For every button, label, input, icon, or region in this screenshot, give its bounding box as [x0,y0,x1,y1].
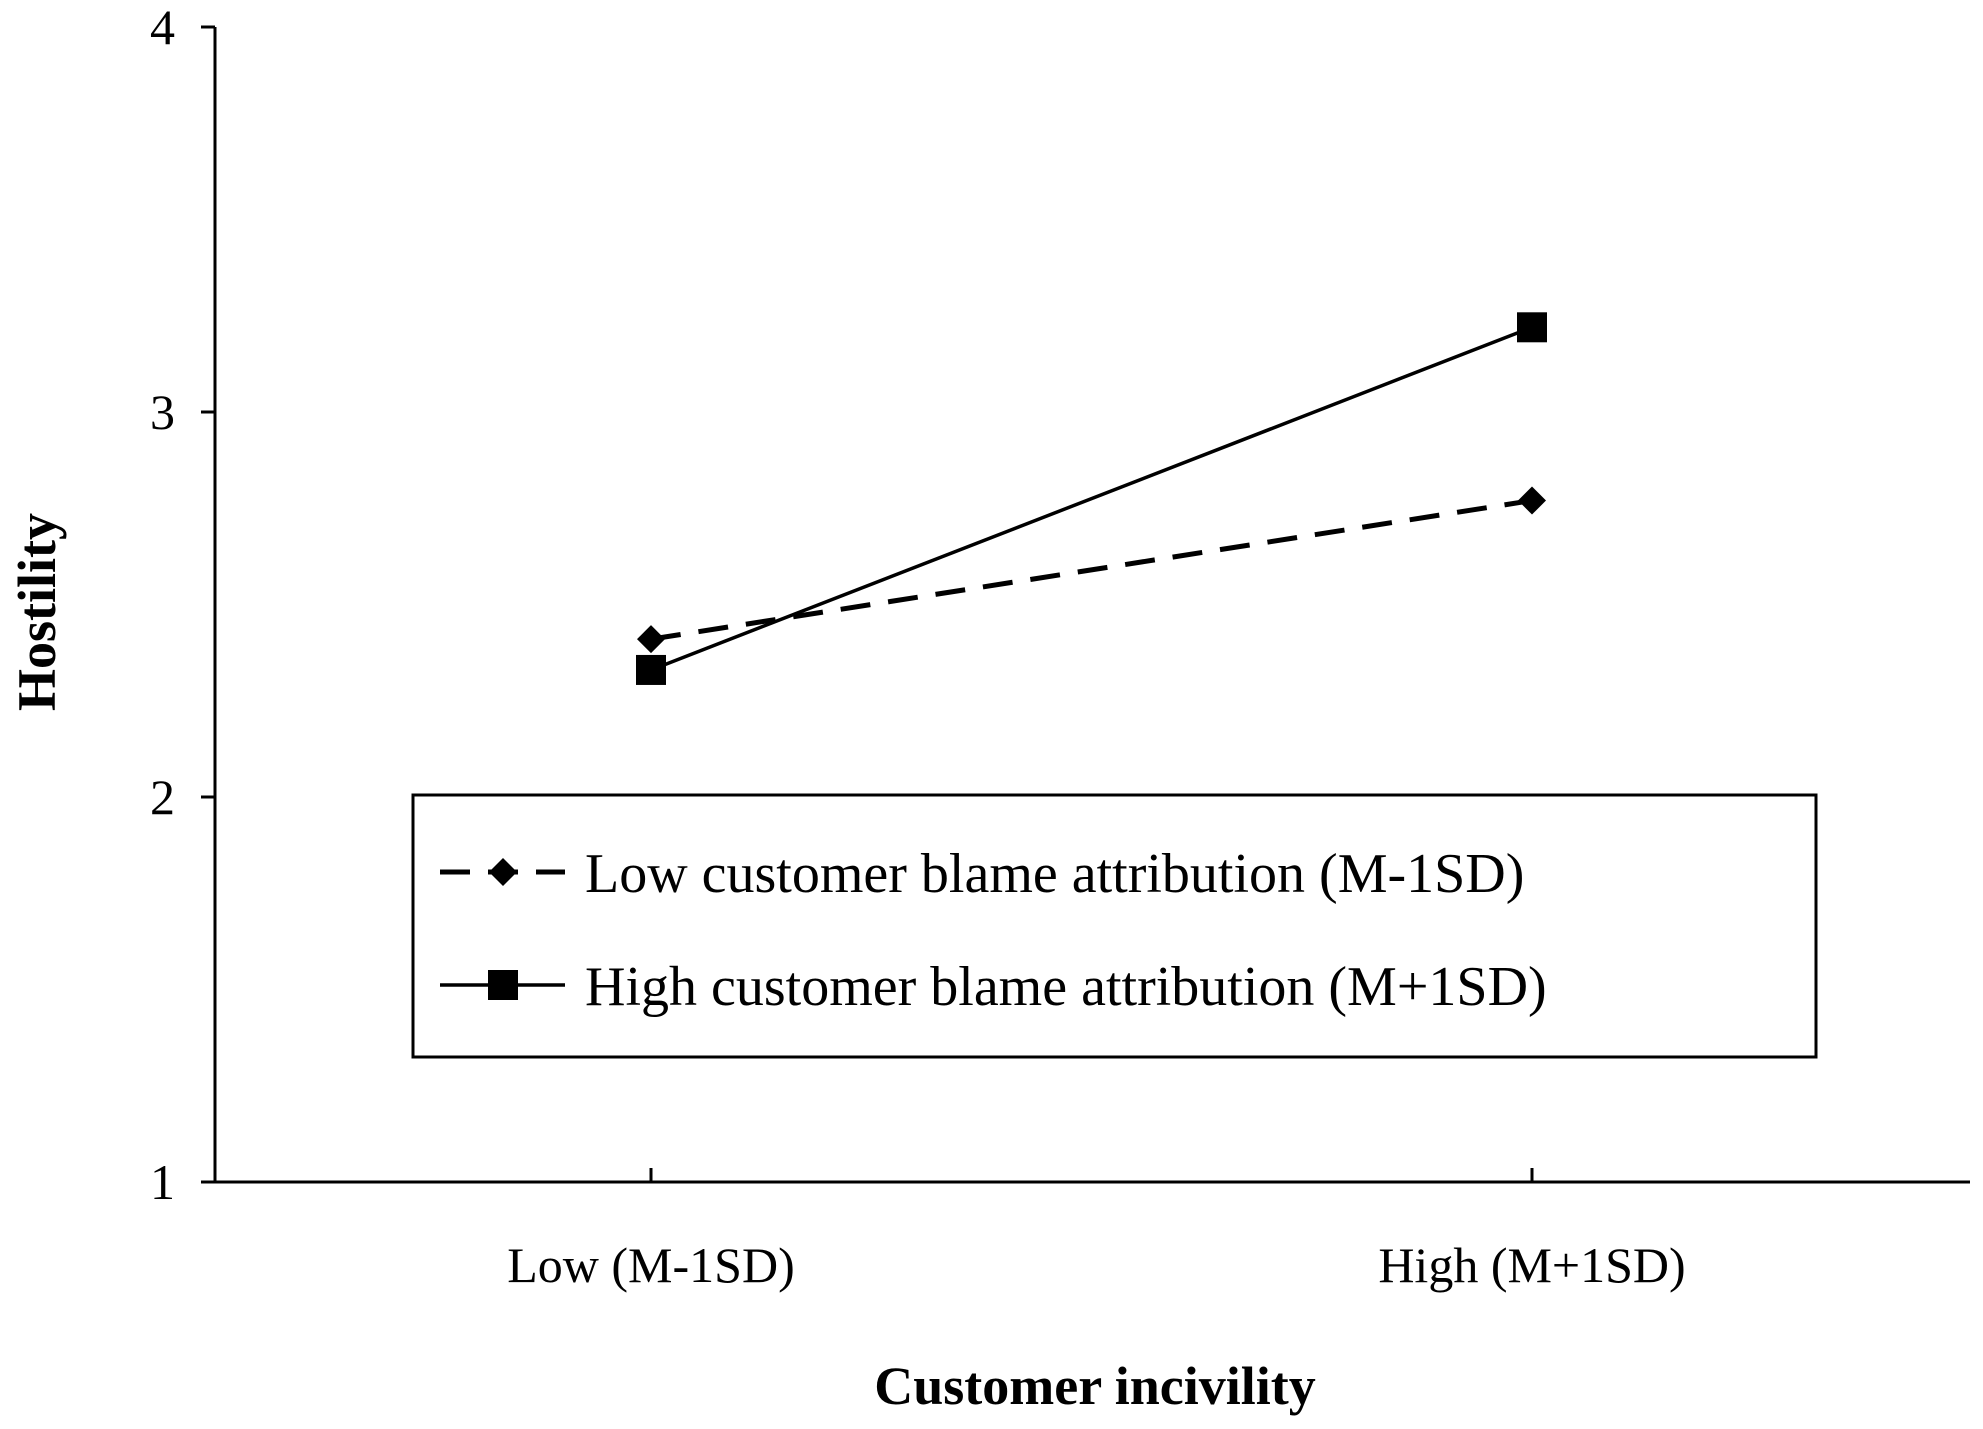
legend-label: Low customer blame attribution (M-1SD) [585,843,1524,905]
y-tick-label: 3 [150,384,175,440]
legend-marker [489,858,517,886]
series-point-diamond [1518,486,1546,515]
y-tick-label: 4 [150,0,175,55]
legend-label: High customer blame attribution (M+1SD) [585,956,1547,1018]
series-point-square [636,654,666,685]
legend-marker [488,970,518,1000]
axes [201,25,1970,1184]
series-line-low-blame [650,498,1533,642]
y-tick-label: 1 [150,1154,175,1210]
x-tick-labels: Low (M-1SD) High (M+1SD) [507,1237,1685,1293]
x-tick-label: Low (M-1SD) [507,1237,794,1293]
legend: Low customer blame attribution (M-1SD) Hi… [411,793,1818,1059]
y-tick-label: 2 [150,769,175,825]
series-point-square [1517,312,1547,343]
y-tick-labels: 1 2 3 4 [150,0,175,1210]
series-line-high-blame [650,325,1533,672]
series-point-diamond [637,625,665,654]
legend-box [411,793,1818,1059]
series-layer [636,312,1547,685]
y-axis-title: Hostility [7,513,67,711]
x-axis-title: Customer incivility [874,1356,1315,1416]
x-tick-label: High (M+1SD) [1378,1237,1685,1293]
